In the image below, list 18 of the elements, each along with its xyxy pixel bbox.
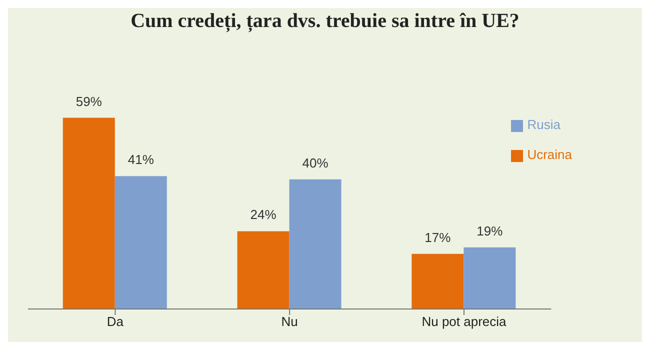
x-tick-label: Da	[106, 314, 124, 330]
legend-label: Rusia	[527, 117, 560, 132]
data-label: 59%	[76, 94, 102, 109]
chart-title: Cum credeți, țara dvs. trebuie sa intre în UE?	[130, 9, 520, 34]
bar	[289, 179, 342, 309]
x-tick-label: Nu pot aprecia	[422, 314, 508, 330]
legend-label: Ucraina	[527, 147, 572, 162]
bar	[114, 176, 167, 309]
bar	[62, 118, 115, 309]
bar	[237, 231, 290, 309]
data-label: 40%	[302, 155, 329, 170]
data-label: 24%	[250, 207, 277, 222]
x-tick-label: Nu	[281, 314, 298, 330]
data-label: 41%	[128, 152, 154, 168]
bar	[412, 254, 464, 309]
bar	[464, 247, 516, 309]
data-label: 17%	[424, 230, 452, 245]
data-label: 19%	[476, 223, 504, 238]
